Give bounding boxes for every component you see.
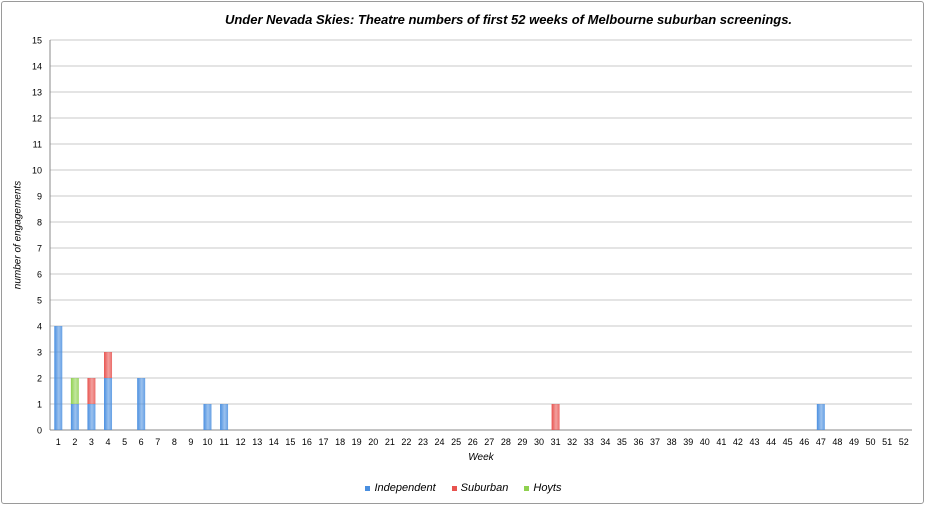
bar-independent-week-6 [137,378,146,430]
x-tick-label: 23 [418,437,428,447]
y-tick-label: 15 [32,36,42,46]
x-axis-label: Week [468,452,494,463]
x-tick-label: 11 [219,437,228,447]
x-tick-label: 30 [534,437,544,447]
y-tick-label: 2 [37,374,42,384]
legend-swatch [451,485,457,491]
y-tick-label: 5 [37,296,42,306]
y-tick-label: 12 [32,114,42,124]
x-tick-label: 42 [733,437,743,447]
x-tick-label: 47 [816,437,826,447]
x-tick-label: 45 [783,437,793,447]
y-tick-label: 13 [32,88,42,98]
bar-suburban-week-3 [87,378,96,404]
chart-title: Under Nevada Skies: Theatre numbers of f… [224,12,793,27]
legend-swatch [365,485,371,491]
x-tick-label: 24 [435,437,445,447]
y-tick-label: 14 [32,62,42,72]
x-tick-label: 9 [188,437,193,447]
x-tick-label: 40 [700,437,710,447]
x-tick-label: 14 [269,437,279,447]
bar-independent-week-3 [87,404,96,430]
bar-independent-week-2 [70,404,79,430]
legend-item-hoyts: Hoyts [524,482,562,494]
x-tick-label: 31 [551,437,561,447]
bar-suburban-week-31 [551,404,560,430]
x-tick-label: 48 [832,437,842,447]
x-tick-label: 34 [600,437,610,447]
x-tick-label: 22 [401,437,411,447]
x-tick-label: 7 [155,437,160,447]
legend-label: Suburban [460,482,509,494]
y-tick-label: 8 [37,218,42,228]
y-tick-label: 0 [37,426,42,436]
legend: Independent Suburban Hoyts [0,482,927,494]
x-tick-label: 36 [633,437,643,447]
legend-item-suburban: Suburban [451,482,509,494]
x-tick-label: 37 [650,437,660,447]
x-tick-label: 43 [750,437,760,447]
x-tick-label: 28 [501,437,511,447]
legend-item-independent: Independent [365,482,436,494]
bar-independent-week-1 [54,326,63,430]
x-tick-label: 20 [368,437,378,447]
x-tick-label: 29 [517,437,527,447]
legend-label: Independent [374,482,436,494]
y-tick-label: 6 [37,270,42,280]
x-tick-label: 25 [451,437,461,447]
y-tick-label: 10 [32,166,42,176]
x-tick-label: 39 [683,437,693,447]
x-tick-label: 6 [139,437,144,447]
y-tick-label: 11 [33,140,42,150]
x-tick-label: 16 [302,437,312,447]
x-tick-label: 5 [122,437,127,447]
x-tick-label: 49 [849,437,859,447]
bar-independent-week-4 [104,378,113,430]
bar-independent-week-47 [816,404,825,430]
x-tick-label: 8 [172,437,177,447]
x-tick-label: 2 [72,437,77,447]
x-tick-label: 38 [667,437,677,447]
legend-label: Hoyts [533,482,562,494]
x-tick-label: 44 [766,437,776,447]
x-tick-label: 18 [335,437,345,447]
y-tick-label: 4 [37,322,42,332]
x-tick-label: 10 [202,437,212,447]
x-tick-label: 46 [799,437,809,447]
x-tick-label: 50 [866,437,876,447]
x-tick-label: 41 [716,437,726,447]
bar-suburban-week-4 [104,352,113,378]
x-tick-label: 13 [252,437,262,447]
x-tick-label: 21 [385,437,395,447]
x-tick-label: 51 [882,437,892,447]
bar-independent-week-10 [203,404,212,430]
x-tick-label: 26 [468,437,478,447]
x-tick-label: 33 [584,437,594,447]
y-tick-label: 9 [37,192,42,202]
x-tick-label: 52 [899,437,909,447]
x-tick-label: 1 [56,437,61,447]
x-tick-label: 17 [319,437,329,447]
x-tick-label: 4 [106,437,111,447]
bar-hoyts-week-2 [70,378,79,404]
x-tick-label: 32 [567,437,577,447]
x-tick-label: 15 [285,437,295,447]
x-tick-label: 27 [484,437,494,447]
legend-swatch [524,485,530,491]
x-tick-label: 12 [236,437,246,447]
x-tick-label: 3 [89,437,94,447]
y-tick-label: 1 [37,400,42,410]
y-tick-label: 7 [37,244,42,254]
x-tick-label: 35 [617,437,627,447]
bar-independent-week-11 [220,404,229,430]
y-tick-label: 3 [37,348,42,358]
x-tick-label: 19 [352,437,362,447]
